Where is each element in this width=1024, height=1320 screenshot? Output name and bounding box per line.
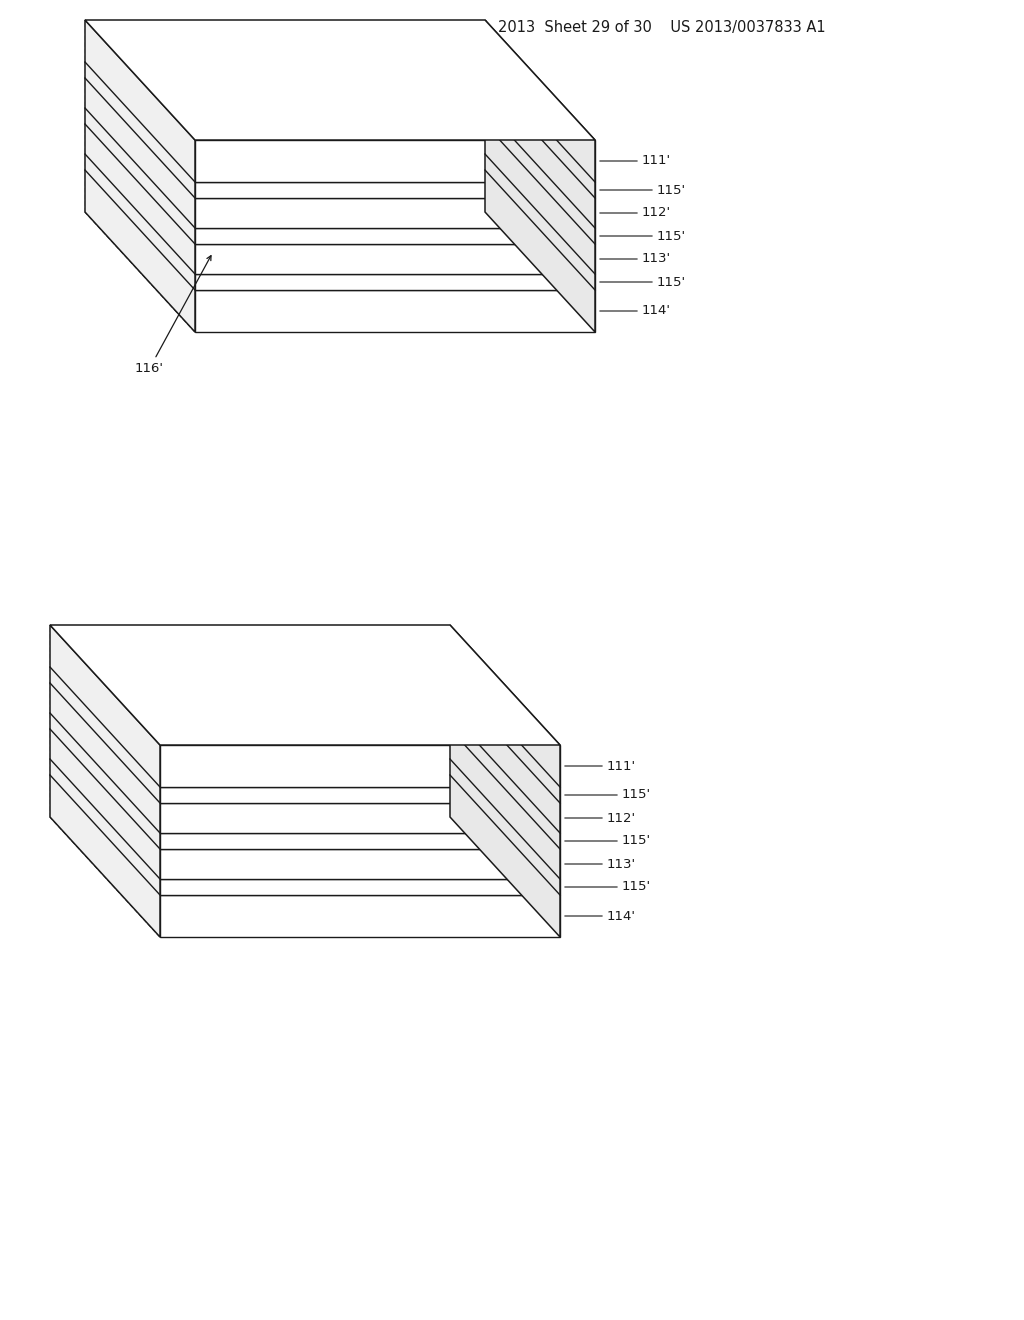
Polygon shape — [50, 624, 160, 937]
Polygon shape — [160, 833, 560, 849]
Text: 114': 114' — [642, 305, 671, 318]
Text: 111': 111' — [607, 759, 636, 772]
Text: 115': 115' — [622, 880, 651, 894]
Polygon shape — [85, 20, 595, 140]
Polygon shape — [160, 803, 560, 833]
Polygon shape — [160, 895, 560, 937]
Text: 115': 115' — [657, 230, 686, 243]
Text: 113': 113' — [642, 252, 671, 265]
Polygon shape — [195, 198, 595, 228]
Text: 115': 115' — [657, 276, 686, 289]
Text: 115': 115' — [657, 183, 686, 197]
Text: 116': 116' — [135, 256, 211, 375]
Polygon shape — [450, 624, 560, 937]
Polygon shape — [160, 879, 560, 895]
Text: 115': 115' — [622, 834, 651, 847]
Text: Patent Application Publication    Feb. 14, 2013  Sheet 29 of 30    US 2013/00378: Patent Application Publication Feb. 14, … — [199, 20, 825, 36]
Text: FIG.17c: FIG.17c — [88, 90, 156, 108]
Polygon shape — [160, 849, 560, 879]
Polygon shape — [485, 20, 595, 333]
Polygon shape — [195, 244, 595, 275]
Polygon shape — [160, 787, 560, 803]
Text: 114': 114' — [607, 909, 636, 923]
Polygon shape — [195, 182, 595, 198]
Polygon shape — [85, 20, 195, 333]
Polygon shape — [195, 140, 595, 182]
Polygon shape — [50, 624, 560, 744]
Text: FIG.17d: FIG.17d — [88, 640, 158, 657]
Polygon shape — [195, 275, 595, 290]
Text: 113': 113' — [607, 858, 636, 870]
Polygon shape — [160, 744, 560, 787]
Text: 111': 111' — [642, 154, 671, 168]
Text: 115': 115' — [622, 788, 651, 801]
Text: 112': 112' — [642, 206, 671, 219]
Text: 112': 112' — [607, 812, 636, 825]
Polygon shape — [195, 228, 595, 244]
Polygon shape — [195, 290, 595, 333]
